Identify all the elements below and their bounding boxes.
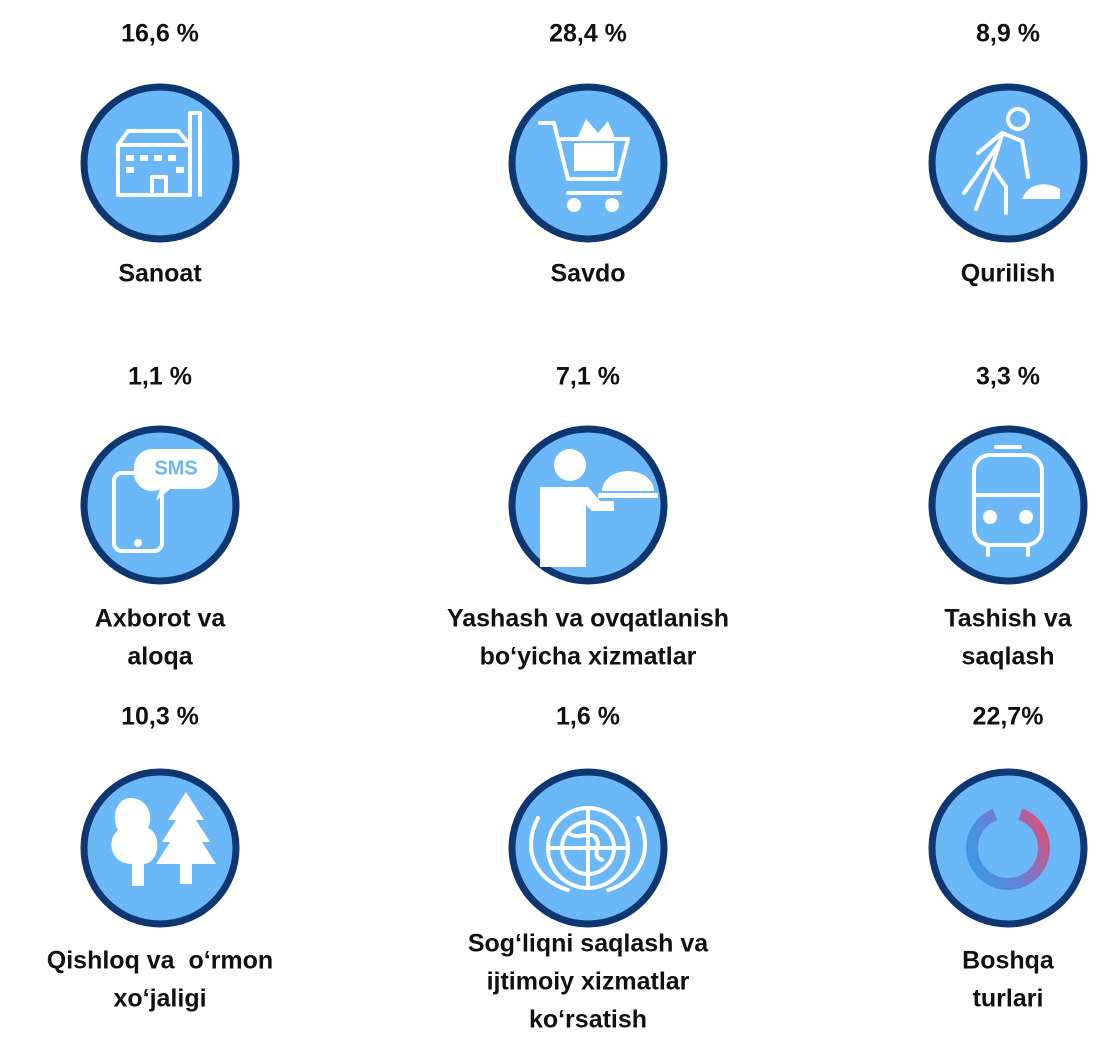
item-label: Boshqa bbox=[962, 947, 1055, 975]
value-label: 10,3 % bbox=[121, 703, 199, 731]
value-label: 7,1 % bbox=[556, 363, 620, 391]
item: 8,9 % Qurilish bbox=[928, 20, 1088, 288]
item-label: ko‘rsatish bbox=[529, 1006, 647, 1034]
icon bbox=[540, 449, 658, 567]
item-label: Yashash va ovqatlanish bbox=[447, 605, 729, 633]
item-label: saqlash bbox=[961, 643, 1054, 671]
value-label: 1,1 % bbox=[128, 363, 192, 391]
item-label: bo‘yicha xizmatlar bbox=[480, 643, 697, 671]
icon bbox=[538, 119, 630, 212]
item-label: Savdo bbox=[550, 260, 625, 288]
item: 7,1 % Yashash va ovqatlanish bo‘yicha xizm… bbox=[447, 363, 729, 671]
icon bbox=[962, 107, 1060, 215]
icon bbox=[111, 792, 216, 886]
item: 28,4 % Savdo bbox=[508, 20, 668, 288]
item: 10,3 % Qishloq va o‘rmon xo‘jaligi bbox=[47, 703, 273, 1013]
item-label: Qurilish bbox=[961, 260, 1055, 288]
value-label: 3,3 % bbox=[976, 363, 1040, 391]
item-label: ijtimoiy xizmatlar bbox=[487, 968, 690, 996]
icon-circle bbox=[928, 768, 1088, 928]
icon-circle bbox=[928, 425, 1088, 585]
item: 1,1 % SMS Axborot va aloqa bbox=[80, 363, 240, 671]
item-label: turlari bbox=[973, 985, 1044, 1013]
icon-circle bbox=[928, 83, 1088, 243]
value-label: 16,6 % bbox=[121, 20, 199, 48]
icon-circle bbox=[80, 768, 240, 928]
item-label: Axborot va bbox=[95, 605, 227, 633]
item: 3,3 % Tashish va saqlash bbox=[928, 363, 1088, 671]
item: 1,6 % Sog‘liqni saqlash va ijtimoiy xizmat… bbox=[468, 703, 709, 1034]
value-label: 22,7% bbox=[973, 703, 1044, 731]
icon-text: SMS bbox=[154, 457, 197, 479]
item: 16,6 % Sanoat bbox=[80, 20, 240, 288]
item-label: Tashish va bbox=[944, 605, 1072, 633]
icon bbox=[966, 806, 1050, 890]
icon bbox=[116, 111, 202, 197]
item-label: aloqa bbox=[127, 643, 193, 671]
value-label: 8,9 % bbox=[976, 20, 1040, 48]
value-label: 28,4 % bbox=[549, 20, 627, 48]
value-label: 1,6 % bbox=[556, 703, 620, 731]
item-label: Sog‘liqni saqlash va bbox=[468, 930, 709, 958]
item-label: Qishloq va o‘rmon bbox=[47, 947, 273, 975]
item: 22,7% Boshqa turlari bbox=[928, 703, 1088, 1013]
icon: SMS bbox=[112, 449, 218, 553]
icon bbox=[972, 445, 1044, 557]
icon bbox=[529, 806, 647, 892]
item-label: Sanoat bbox=[118, 260, 202, 288]
icon-circle bbox=[80, 83, 240, 243]
item-label: xo‘jaligi bbox=[113, 985, 206, 1013]
